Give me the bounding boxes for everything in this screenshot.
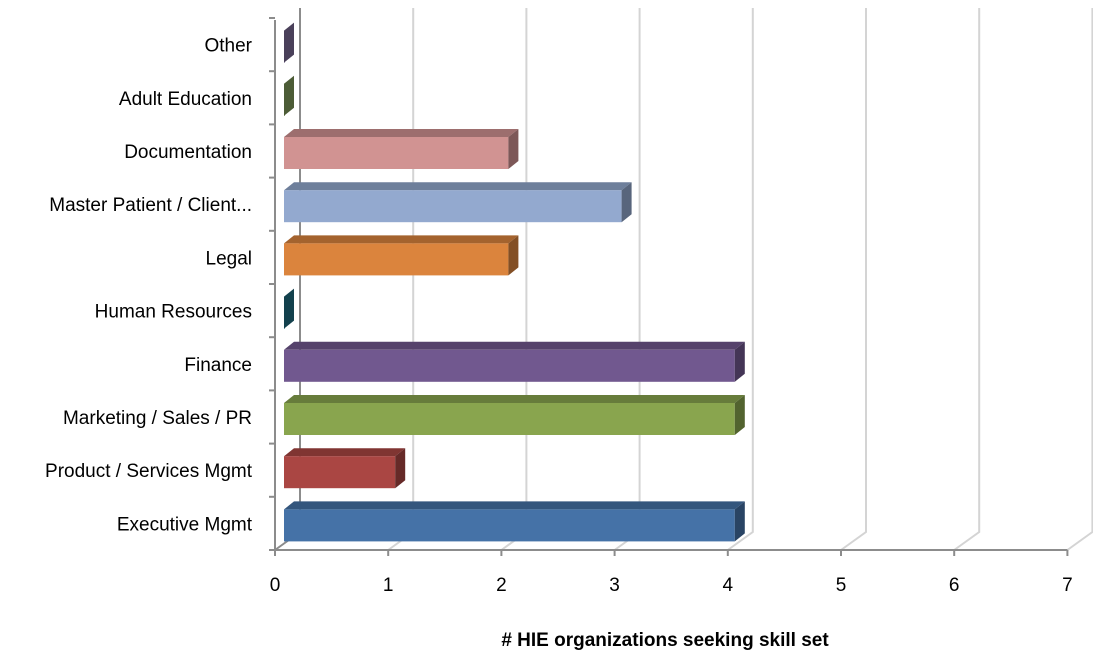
bar [284,341,745,382]
x-tick-label: 2 [496,575,507,596]
bar-side-face [395,448,406,489]
bar-top-face [284,129,519,137]
x-tick-label: 6 [949,575,960,596]
bar-side-face [508,235,519,276]
bar [284,501,745,542]
gridline [953,8,981,551]
category-label: Master Patient / Client... [49,195,252,216]
bar-front-face [284,243,509,276]
category-label: Marketing / Sales / PR [63,408,252,429]
category-label: Finance [184,355,252,376]
bar-top-face [284,182,632,191]
bar-front-face [284,403,735,435]
x-tick-label: 4 [723,575,734,596]
bars [284,22,745,542]
bar-side-face [734,395,745,435]
axes [269,17,1069,556]
category-label: Human Resources [95,302,252,323]
category-label: Adult Education [119,89,252,110]
category-label: Executive Mgmt [117,514,253,535]
x-tick-label: 7 [1062,575,1073,596]
bar [284,182,632,223]
x-tick-label: 0 [270,575,281,596]
gridline [500,8,528,551]
bar-side-face [508,129,519,169]
bar [284,22,294,63]
bar-side-face [284,75,294,116]
bar [284,235,519,276]
x-axis-title: # HIE organizations seeking skill set [501,630,829,651]
bar [284,129,519,169]
gridline [840,8,867,551]
bar-side-face [284,288,294,329]
category-label: Other [204,36,252,57]
category-labels: Executive Mgmt Product / Services Mgmt Mar… [45,36,253,536]
x-tick-label: 5 [836,575,847,596]
bar-front-face [284,456,396,489]
bar-side-face [734,341,745,382]
x-tick-labels: 0 1 2 3 4 5 6 7 [270,575,1073,596]
category-label: Documentation [124,142,252,163]
category-label: Product / Services Mgmt [45,461,253,482]
bar [284,448,406,489]
bar-side-face [284,22,294,63]
gridline [727,8,754,551]
bar-front-face [284,190,622,223]
bar-top-face [284,501,745,510]
bar-front-face [284,509,735,542]
gridline [614,8,641,551]
bar-front-face [284,137,509,169]
bar [284,395,745,435]
bar [284,288,294,329]
bar-side-face [734,501,745,542]
bar-front-face [284,349,735,382]
bar-top-face [284,395,745,403]
x-tick-label: 1 [383,575,394,596]
bar-top-face [284,235,519,244]
bar [284,75,294,116]
category-label: Legal [206,248,253,269]
bar-side-face [621,182,632,223]
bar-top-face [284,341,745,350]
x-tick-label: 3 [609,575,620,596]
bar-top-face [284,448,406,457]
gridline [1066,8,1093,551]
